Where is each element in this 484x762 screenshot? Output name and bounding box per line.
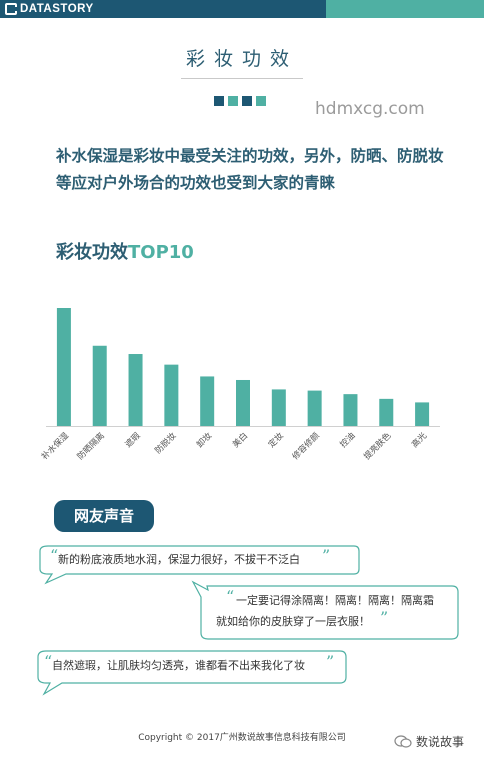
watermark: hdmxcg.com [315, 99, 425, 119]
title-divider [181, 78, 303, 79]
quote-2-line-2: 就如给你的皮肤穿了一层衣服！ [216, 615, 370, 628]
bar [128, 354, 143, 426]
square-1 [214, 96, 224, 106]
quote-2-line-1: 一定要记得涂隔离！隔离！隔离！隔离霜 [236, 594, 434, 607]
quote-mark-open-1: “ [50, 546, 58, 565]
chart-title: 彩妆功效TOP10 [56, 238, 194, 264]
top-banner: DATASTORY [0, 0, 484, 18]
quote-3: 自然遮瑕，让肌肤均匀透亮，谁都看不出来我化了妆 [52, 659, 305, 672]
bar [415, 402, 430, 426]
logo-text: DATASTORY [20, 3, 94, 15]
chart-title-main: 彩妆功效 [56, 242, 128, 263]
bar [56, 308, 71, 426]
top-banner-light [326, 0, 484, 18]
speech-bubble-1 [39, 545, 360, 585]
brand-footer: 数说故事 [394, 733, 464, 750]
top-banner-dark [0, 0, 326, 18]
square-3 [242, 96, 252, 106]
chat-icon [394, 735, 412, 748]
bar [379, 398, 394, 426]
bar [343, 394, 358, 426]
bar [271, 389, 286, 426]
bar [164, 364, 179, 426]
quote-mark-close-3: ” [326, 652, 334, 671]
square-4 [256, 96, 266, 106]
square-2 [228, 96, 238, 106]
logo-icon [5, 3, 17, 15]
bar [307, 390, 322, 426]
quote-mark-open-3: “ [44, 652, 52, 671]
bar [236, 379, 250, 426]
section-label: 网友声音 [54, 500, 154, 532]
quote-mark-close-2: ” [380, 608, 388, 627]
brand-name: 数说故事 [416, 735, 465, 749]
page-title: 彩妆功效 [185, 48, 298, 70]
quote-mark-open-2: “ [226, 587, 234, 606]
chart-title-accent: TOP10 [128, 242, 194, 263]
decorative-squares [214, 96, 266, 106]
speech-bubble-2 [191, 580, 459, 640]
headline: 补水保湿是彩妆中最受关注的功效，另外，防晒、防脱妆等应对户外场合的功效也受到大家… [56, 147, 444, 192]
bar [92, 345, 107, 426]
bar [200, 376, 215, 426]
quote-1: 新的粉底液质地水润，保湿力很好，不拔干不泛白 [58, 553, 300, 566]
speech-bubble-3 [37, 650, 347, 696]
quote-mark-close-1: ” [322, 546, 330, 565]
logo: DATASTORY [5, 2, 94, 16]
copyright: Copyright © 2017广州数说故事信息科技有限公司 [138, 733, 346, 743]
bar-chart: 补水保湿 防晒隔离 遮瑕 防脱妆 卸妆 美白 定妆 修容修颜 控油 提亮肤色 高光 [39, 308, 440, 462]
